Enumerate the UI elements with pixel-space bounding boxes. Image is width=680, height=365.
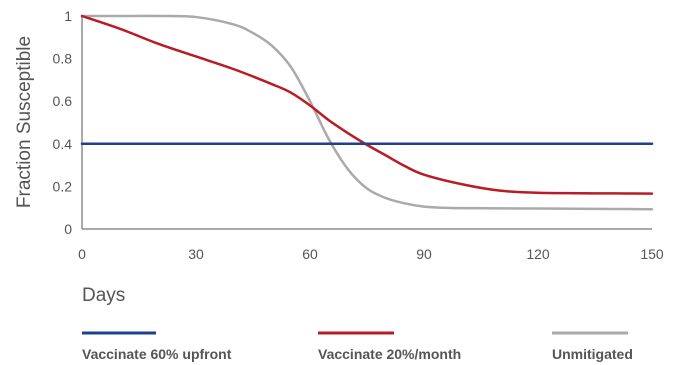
x-tick-label: 30 <box>188 246 204 262</box>
legend-item-vaccinate-20-per-month: Vaccinate 20%/month <box>318 331 461 362</box>
y-axis-title: Fraction Susceptible <box>14 36 35 208</box>
legend-label: Unmitigated <box>552 346 633 362</box>
legend-item-unmitigated: Unmitigated <box>552 331 633 362</box>
x-tick-label: 150 <box>640 246 664 262</box>
y-tick-label: 1 <box>64 8 72 24</box>
axes <box>81 16 652 230</box>
x-tick-label: 60 <box>302 246 318 262</box>
y-tick-label: 0.4 <box>53 136 73 152</box>
y-tick-label: 0 <box>64 221 72 237</box>
x-tick-labels: 0 30 60 90 120 150 <box>78 246 664 262</box>
y-tick-label: 0.2 <box>53 178 73 194</box>
y-tick-label: 0.6 <box>53 93 73 109</box>
x-tick-label: 0 <box>78 246 86 262</box>
series-line-vaccinate-20-per-month <box>80 14 654 195</box>
series-lines <box>80 14 654 211</box>
legend: Vaccinate 60% upfront Vaccinate 20%/month… <box>82 331 633 362</box>
x-tick-label: 90 <box>416 246 432 262</box>
legend-label: Vaccinate 20%/month <box>318 346 461 362</box>
x-tick-label: 120 <box>526 246 550 262</box>
x-axis-title: Days <box>82 285 125 306</box>
legend-item-vaccinate-60-upfront: Vaccinate 60% upfront <box>82 331 232 362</box>
legend-label: Vaccinate 60% upfront <box>82 346 232 362</box>
y-tick-labels: 0 0.2 0.4 0.6 0.8 1 <box>53 8 73 237</box>
series-line-unmitigated <box>80 14 654 211</box>
y-tick-label: 0.8 <box>53 51 73 67</box>
